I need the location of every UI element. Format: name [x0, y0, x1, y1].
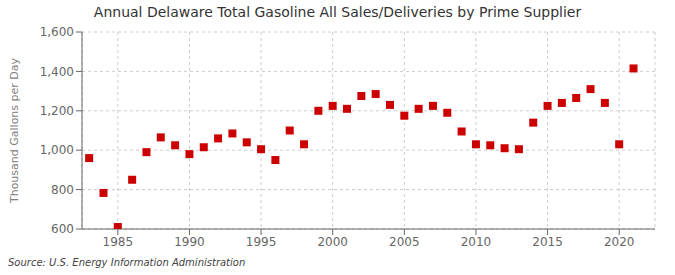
svg-text:800: 800: [51, 183, 74, 197]
svg-text:600: 600: [51, 222, 74, 236]
svg-text:2005: 2005: [389, 235, 420, 249]
svg-text:1,000: 1,000: [40, 143, 74, 157]
svg-text:Thousand Gallons per Day: Thousand Gallons per Day: [8, 57, 21, 204]
html-text:Annual Delaware Total Gasoline: Annual Delaware Total Gasoline All Sales…: [93, 4, 582, 20]
html-text:Source: U.S. Energy Informatio: Source: U.S. Energy Information Administ…: [8, 257, 246, 268]
svg-text:2015: 2015: [532, 235, 563, 249]
svg-text:2020: 2020: [604, 235, 635, 249]
svg-text:1,600: 1,600: [40, 25, 74, 39]
svg-text:2010: 2010: [461, 235, 492, 249]
svg-text:1,400: 1,400: [40, 65, 74, 79]
svg-text:1995: 1995: [246, 235, 277, 249]
svg-text:1990: 1990: [174, 235, 205, 249]
svg-text:1985: 1985: [103, 235, 134, 249]
svg-text:1,200: 1,200: [40, 104, 74, 118]
svg-text:2000: 2000: [317, 235, 348, 249]
